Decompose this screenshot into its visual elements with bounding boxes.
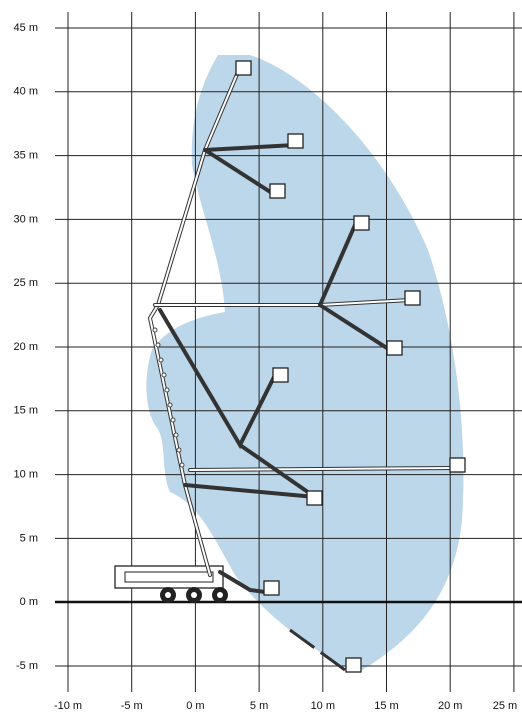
y-axis-label: 10 m (14, 469, 38, 481)
y-axis-label: 5 m (20, 532, 38, 544)
x-axis-label: -5 m (121, 700, 143, 712)
x-axis-label: 5 m (250, 700, 268, 712)
y-axis-label: 15 m (14, 405, 38, 417)
y-axis-label: 30 m (14, 213, 38, 225)
x-axis-label: -10 m (54, 700, 82, 712)
x-axis-label: 10 m (311, 700, 335, 712)
x-axis-label: 15 m (374, 700, 398, 712)
y-axis-label: 25 m (14, 277, 38, 289)
y-axis-label: 0 m (20, 596, 38, 608)
x-axis-label: 25 m (493, 700, 517, 712)
working-envelope (146, 55, 464, 670)
y-axis-label: 45 m (14, 22, 38, 34)
y-axis-label: 20 m (14, 341, 38, 353)
lift-machine (114, 60, 466, 673)
x-axis-label: 20 m (438, 700, 462, 712)
y-axis-label: 35 m (14, 150, 38, 162)
y-axis-label: -5 m (16, 660, 38, 672)
x-axis-label: 0 m (186, 700, 204, 712)
axis-labels: 45 m 40 m 35 m 30 m 25 m 20 m 15 m 10 m 5 m 0 m -5… (14, 22, 518, 712)
y-axis-label: 40 m (14, 86, 38, 98)
